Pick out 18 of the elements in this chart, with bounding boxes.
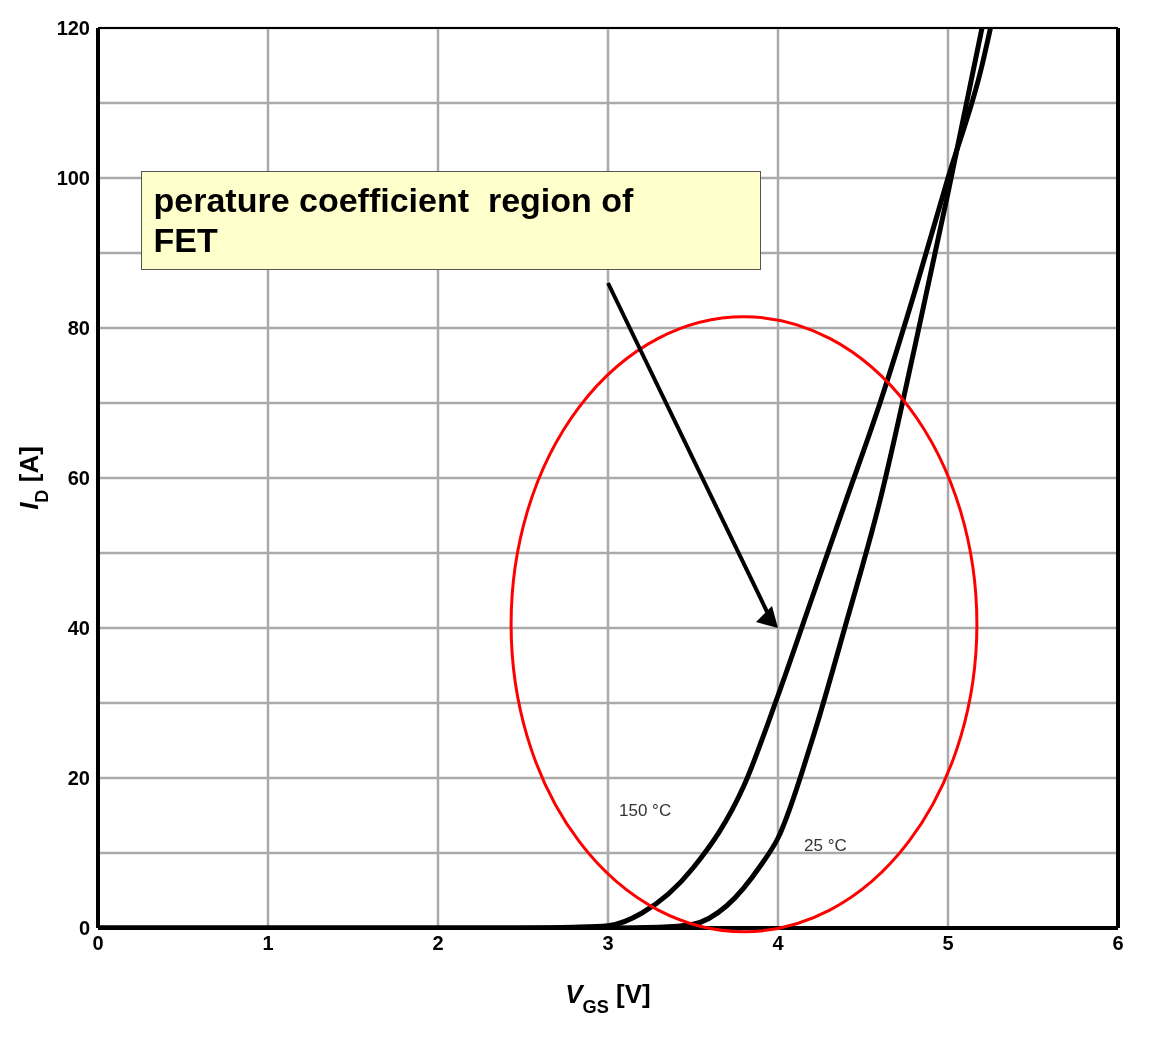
x-tick-label: 5 (942, 932, 954, 955)
x-tick-label: 3 (602, 932, 614, 955)
text: 150 °C (619, 800, 672, 820)
y-tick-label: 80 (67, 317, 90, 340)
x-axis-title: V$_{GS}$ [V] (565, 979, 651, 1017)
y-tick-label: 60 (67, 467, 90, 490)
x-tick-label: 0 (92, 932, 104, 955)
x-tick-label: 6 (1112, 932, 1124, 955)
series-label: 25 °C (804, 835, 847, 855)
callout-box: perature coefficient region of FET (140, 170, 761, 271)
y-tick-label: 20 (67, 767, 90, 790)
y-tick-label: 0 (78, 917, 90, 940)
x-tick-label: 4 (772, 932, 785, 955)
y-tick-label: 100 (56, 167, 90, 190)
y-tick-label: 40 (67, 617, 90, 640)
x-tick-label: 1 (262, 932, 274, 955)
x-tick-label: 2 (432, 932, 444, 955)
y-tick-label: 120 (56, 17, 90, 40)
